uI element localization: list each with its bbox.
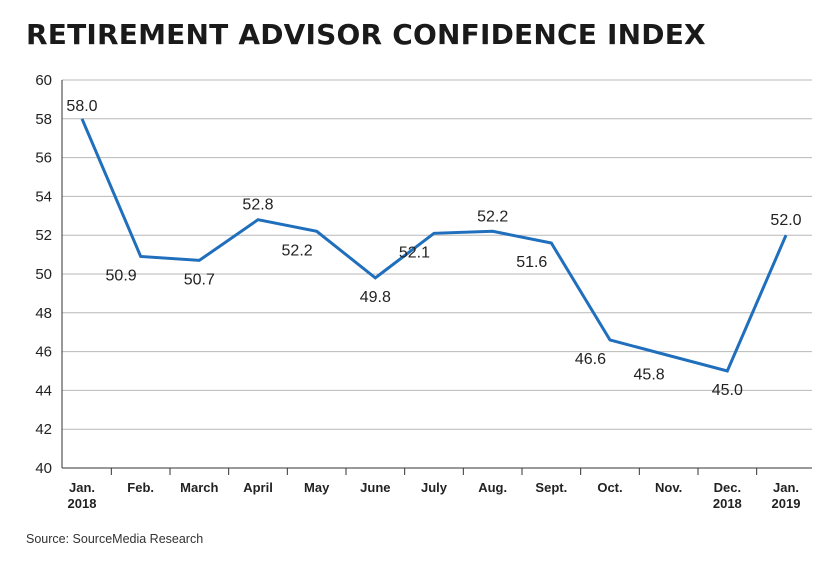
series-line: [80, 118, 788, 373]
x-tick-label: Nov.: [655, 480, 682, 495]
data-label: 50.9: [106, 268, 137, 285]
data-label: 45.8: [634, 366, 665, 383]
data-label: 52.0: [770, 212, 801, 229]
y-tick-label: 40: [35, 460, 52, 477]
x-tick-label: Sept.: [535, 480, 567, 495]
y-tick-label: 54: [35, 188, 52, 205]
y-tick-label: 60: [35, 72, 52, 89]
axis-layer: 40 42 44 46 48 50 52 54 56 58 60 Jan. 2018 Feb. March A…: [35, 72, 812, 511]
grid-layer: [62, 79, 812, 430]
y-tick-label: 56: [35, 150, 52, 167]
x-tick-label: Aug.: [478, 480, 507, 495]
label-layer: 58.0 50.9 50.7 52.8 52.2 49.8 52.1 52.2 51.6 46.6…: [66, 98, 801, 399]
y-tick-label: 44: [35, 382, 52, 399]
data-label: 52.2: [477, 208, 508, 225]
x-tick-label: April: [243, 480, 273, 495]
x-tick-label: Jan. 2019: [772, 480, 801, 511]
source-note: Source: SourceMedia Research: [26, 532, 204, 546]
y-tick-label: 58: [35, 111, 52, 128]
data-label: 52.8: [242, 197, 273, 214]
x-tick-label: Dec. 2018: [713, 480, 742, 511]
data-label: 45.0: [712, 382, 743, 399]
x-tick-label: June: [360, 480, 390, 495]
x-tick-label: March: [180, 480, 218, 495]
x-tick-label: Jan. 2018: [68, 480, 97, 511]
data-label: 49.8: [360, 289, 391, 306]
y-tick-label: 46: [35, 344, 52, 361]
x-tick-label: July: [421, 480, 448, 495]
data-label: 51.6: [516, 254, 547, 271]
series-layer: [80, 118, 788, 373]
data-label: 46.6: [575, 351, 606, 368]
chart-title: RETIREMENT ADVISOR CONFIDENCE INDEX: [26, 18, 706, 51]
data-label: 52.1: [399, 244, 430, 261]
x-tick-label: Feb.: [127, 480, 154, 495]
data-label: 58.0: [66, 98, 97, 115]
y-tick-label: 50: [35, 266, 52, 283]
x-tick-label: Oct.: [597, 480, 622, 495]
y-tick-label: 42: [35, 421, 52, 438]
x-tick-label: May: [304, 480, 330, 495]
data-label: 50.7: [184, 271, 215, 288]
y-tick-label: 52: [35, 227, 52, 244]
data-label: 52.2: [282, 242, 313, 259]
y-tick-label: 48: [35, 305, 52, 322]
